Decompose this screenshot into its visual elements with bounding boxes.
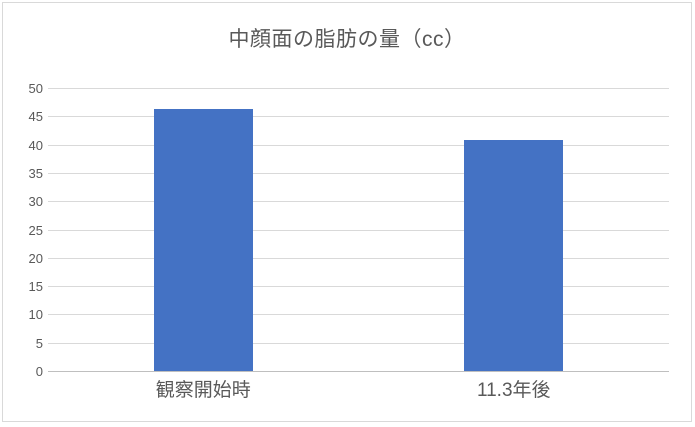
gridline: [48, 286, 669, 288]
y-axis-tick-label: 10: [28, 307, 43, 323]
y-axis-tick-label: 20: [28, 250, 43, 266]
bar: [464, 140, 564, 371]
y-axis-tick-label: 35: [28, 165, 43, 181]
plot-area: [48, 88, 669, 372]
y-axis-tick-label: 45: [28, 109, 43, 125]
gridline: [48, 257, 669, 259]
x-axis-line: [48, 371, 669, 372]
gridline: [48, 229, 669, 231]
y-axis-tick-label: 0: [35, 364, 43, 379]
gridline: [48, 342, 669, 344]
gridline: [48, 116, 669, 118]
y-axis-tick-label: 40: [28, 137, 43, 153]
y-axis-tick-label: 50: [28, 81, 43, 96]
gridline: [48, 314, 669, 316]
gridline: [48, 88, 669, 89]
x-axis-category-label: 観察開始時: [155, 380, 251, 401]
y-axis-tick-label: 5: [35, 335, 43, 351]
chart-title: 中顔面の脂肪の量（cc）: [228, 28, 466, 51]
y-axis-tick-label: 25: [28, 222, 43, 238]
gridline: [48, 144, 669, 146]
y-axis-tick-label: 30: [28, 194, 43, 210]
x-axis-category-label: 11.3年後: [476, 380, 551, 401]
bar: [153, 108, 253, 371]
chart-frame: 中顔面の脂肪の量（cc） 0 5 10 15 20 25 30 35 40 45 50 観察開始時 1…: [2, 2, 692, 422]
gridline: [48, 172, 669, 174]
y-axis-tick-label: 15: [28, 279, 43, 295]
gridline: [48, 201, 669, 203]
